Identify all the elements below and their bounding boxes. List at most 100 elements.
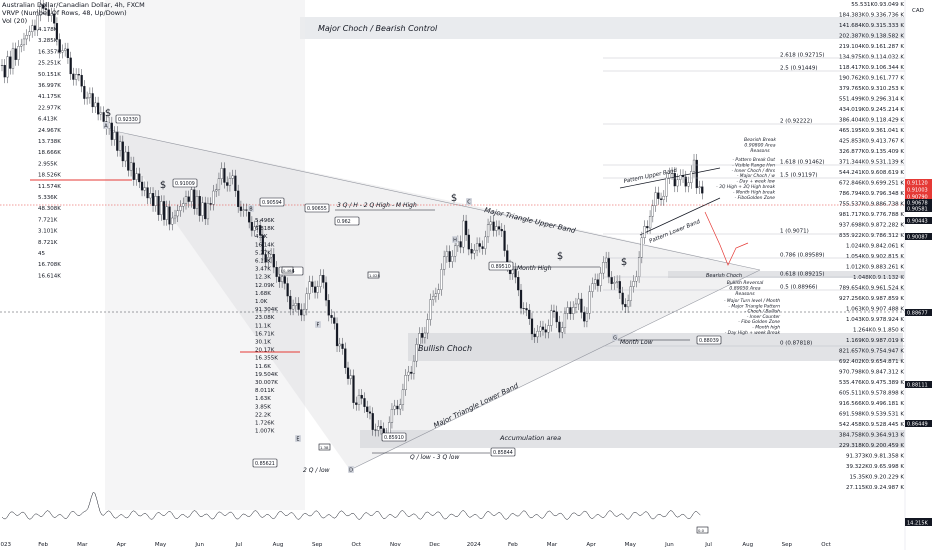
price-level-label: 219.104K0.9.161.287 K [839, 44, 904, 50]
price-level-label: 551.499K0.9.296.314 K [839, 97, 904, 103]
candle-body [539, 326, 542, 332]
month-high-label: Month High [517, 265, 552, 272]
connector-lines [335, 209, 690, 454]
candle-body [607, 257, 610, 278]
price-box-text: 0.962 [337, 219, 351, 225]
candle-body [151, 193, 155, 206]
candle-body [643, 226, 646, 239]
price-box-text: 0.85910 [384, 435, 404, 441]
price-level-label: 465.195K0.9.361.041 K [839, 128, 904, 134]
bearish-break-note: Bearish Break [744, 137, 776, 143]
candle-body [154, 196, 157, 206]
candle-body [640, 237, 643, 258]
candle-body [264, 254, 267, 263]
candle-body [432, 296, 435, 300]
fib-label: 0.618 (0.89215) [780, 272, 825, 278]
candle-body [86, 97, 89, 99]
price-level-label: 835.922K0.9.786.312 K [839, 233, 904, 239]
vrvp-indicator[interactable]: VRVP (Number Of Rows, 48, Up/Down) [2, 9, 127, 17]
mid-volume-label: 16.71K [255, 331, 275, 337]
candle-body [278, 276, 281, 283]
mid-volume-label: 16.355K [255, 356, 278, 362]
candle-body [415, 344, 418, 362]
candle-body [201, 202, 204, 216]
price-badge: 0.90790 [907, 195, 928, 201]
reason-top-item: - Visible Range Hvn [732, 162, 775, 168]
price-badge: 0.91120 [907, 181, 928, 187]
candle-body [412, 360, 416, 374]
candle-body [88, 93, 91, 98]
candle-body [388, 422, 391, 435]
candle-body [338, 343, 341, 347]
fib-label: 1.5 (0.91197) [780, 173, 818, 179]
candle-body [528, 309, 531, 319]
mid-volume-label: 1.63K [255, 396, 271, 402]
mid-volume-label: 5.496K [255, 218, 275, 224]
candle-body [146, 187, 149, 199]
point-marker-bg [612, 334, 618, 341]
point-marker: B [249, 207, 253, 213]
point-marker-bg [248, 205, 254, 212]
side-volume-label: 4.178K [38, 27, 58, 33]
volume-indicator[interactable]: Vol (20) [2, 17, 28, 25]
candle-body [31, 25, 34, 32]
candle-body [423, 332, 427, 338]
candle-body [250, 222, 254, 231]
mid-volume-label: 8.011K [255, 388, 275, 394]
candle-body [599, 272, 602, 286]
candle-body [626, 300, 630, 308]
price-level-label: 434.019K0.9.245.214 K [839, 107, 904, 113]
tiny-box [696, 526, 709, 534]
bullish-choch-label: Bullish Choch [418, 344, 472, 353]
candle-body [58, 39, 61, 53]
price-level-label: 535.476K0.9.475.389 K [839, 380, 904, 386]
candle-body [324, 282, 328, 301]
price-level-label: 981.717K0.9.776.788 K [839, 212, 904, 218]
candle-body [121, 141, 124, 162]
candle-body [651, 205, 654, 217]
price-badge-bg [905, 420, 932, 427]
candle-body [173, 215, 177, 219]
price-level-label: 384.758K0.9.364.913 K [839, 433, 904, 439]
candle-body [695, 159, 698, 189]
candle-body [349, 375, 352, 379]
candle-body [673, 173, 676, 187]
candle-body [547, 325, 550, 333]
side-volume-label: 16.357K [38, 49, 61, 55]
candle-body [61, 50, 64, 53]
bearish-choch-zone [668, 271, 905, 278]
candle-body [443, 256, 446, 270]
candle-body [654, 192, 657, 206]
price-level-label: 379.765K0.9.310.253 K [839, 86, 904, 92]
candle-body [215, 189, 218, 192]
candle-body [632, 281, 635, 287]
candle-body [473, 249, 476, 254]
candle-body [517, 277, 520, 291]
candle-body [670, 173, 674, 174]
candle-body [171, 217, 174, 225]
x-tick-label: Jul [235, 542, 243, 548]
candle-body [637, 257, 641, 277]
mid-volume-label: 30.1K [255, 340, 271, 346]
price-level-label: 1.024K0.9.842.061 K [846, 244, 904, 250]
point-marker: G [613, 336, 617, 342]
mid-volume-label: 1.007K [255, 429, 275, 435]
side-volume-label: 11.574K [38, 184, 61, 190]
reason-bottom-item: - Major Turn level / Month [724, 298, 780, 304]
pattern-lower-line [639, 197, 721, 236]
candle-body [226, 182, 229, 186]
bullish-reversal-note: Bullish Reversal [727, 280, 764, 286]
candle-body [160, 201, 163, 215]
x-tick-label: Mar [547, 542, 558, 548]
mid-volume-label: 1.0K [255, 299, 268, 305]
candle-body [530, 318, 534, 335]
symbol-title[interactable]: Australian Dollar/Canadian Dollar, 4h, F… [2, 1, 145, 9]
x-tick-label: May [625, 542, 637, 548]
candle-body [223, 168, 226, 183]
price-level-label: 326.877K0.9.135.409 K [839, 149, 904, 155]
candle-body [687, 182, 690, 187]
candle-body [267, 257, 270, 263]
candle-body [11, 48, 15, 69]
fib-label: 0 (0.87818) [780, 341, 812, 347]
